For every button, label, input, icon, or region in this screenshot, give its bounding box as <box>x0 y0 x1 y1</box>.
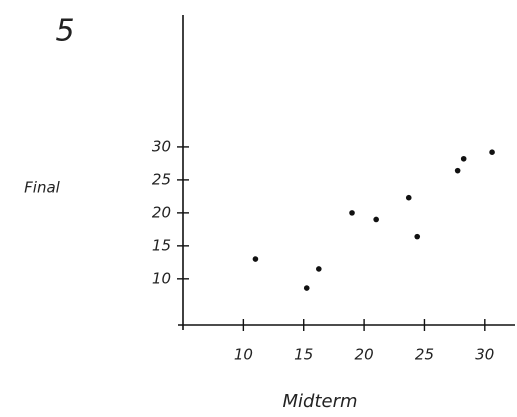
point <box>489 149 495 155</box>
x-tick-label: 20 <box>355 346 374 364</box>
annotation: 5 <box>55 14 74 49</box>
y-tick-label: 20 <box>152 203 171 221</box>
point <box>349 210 355 216</box>
point <box>454 167 461 174</box>
y-tick-label: 15 <box>152 236 171 254</box>
x-tick-label: 15 <box>294 346 313 364</box>
x-tick-label: 10 <box>234 346 253 364</box>
x-tick-label: 30 <box>475 346 494 364</box>
point <box>252 256 259 262</box>
point <box>303 285 310 291</box>
y-tick-label: 30 <box>152 137 171 155</box>
y-axis-label: Final <box>24 179 60 197</box>
point <box>373 216 379 223</box>
point <box>414 233 421 240</box>
point <box>405 194 412 201</box>
point <box>460 155 467 162</box>
x-tick-label: 25 <box>415 346 434 364</box>
y-tick-label: 10 <box>152 269 171 287</box>
x-axis-label: Midterm <box>282 391 357 412</box>
y-tick-label: 25 <box>152 170 171 188</box>
point <box>316 266 322 272</box>
